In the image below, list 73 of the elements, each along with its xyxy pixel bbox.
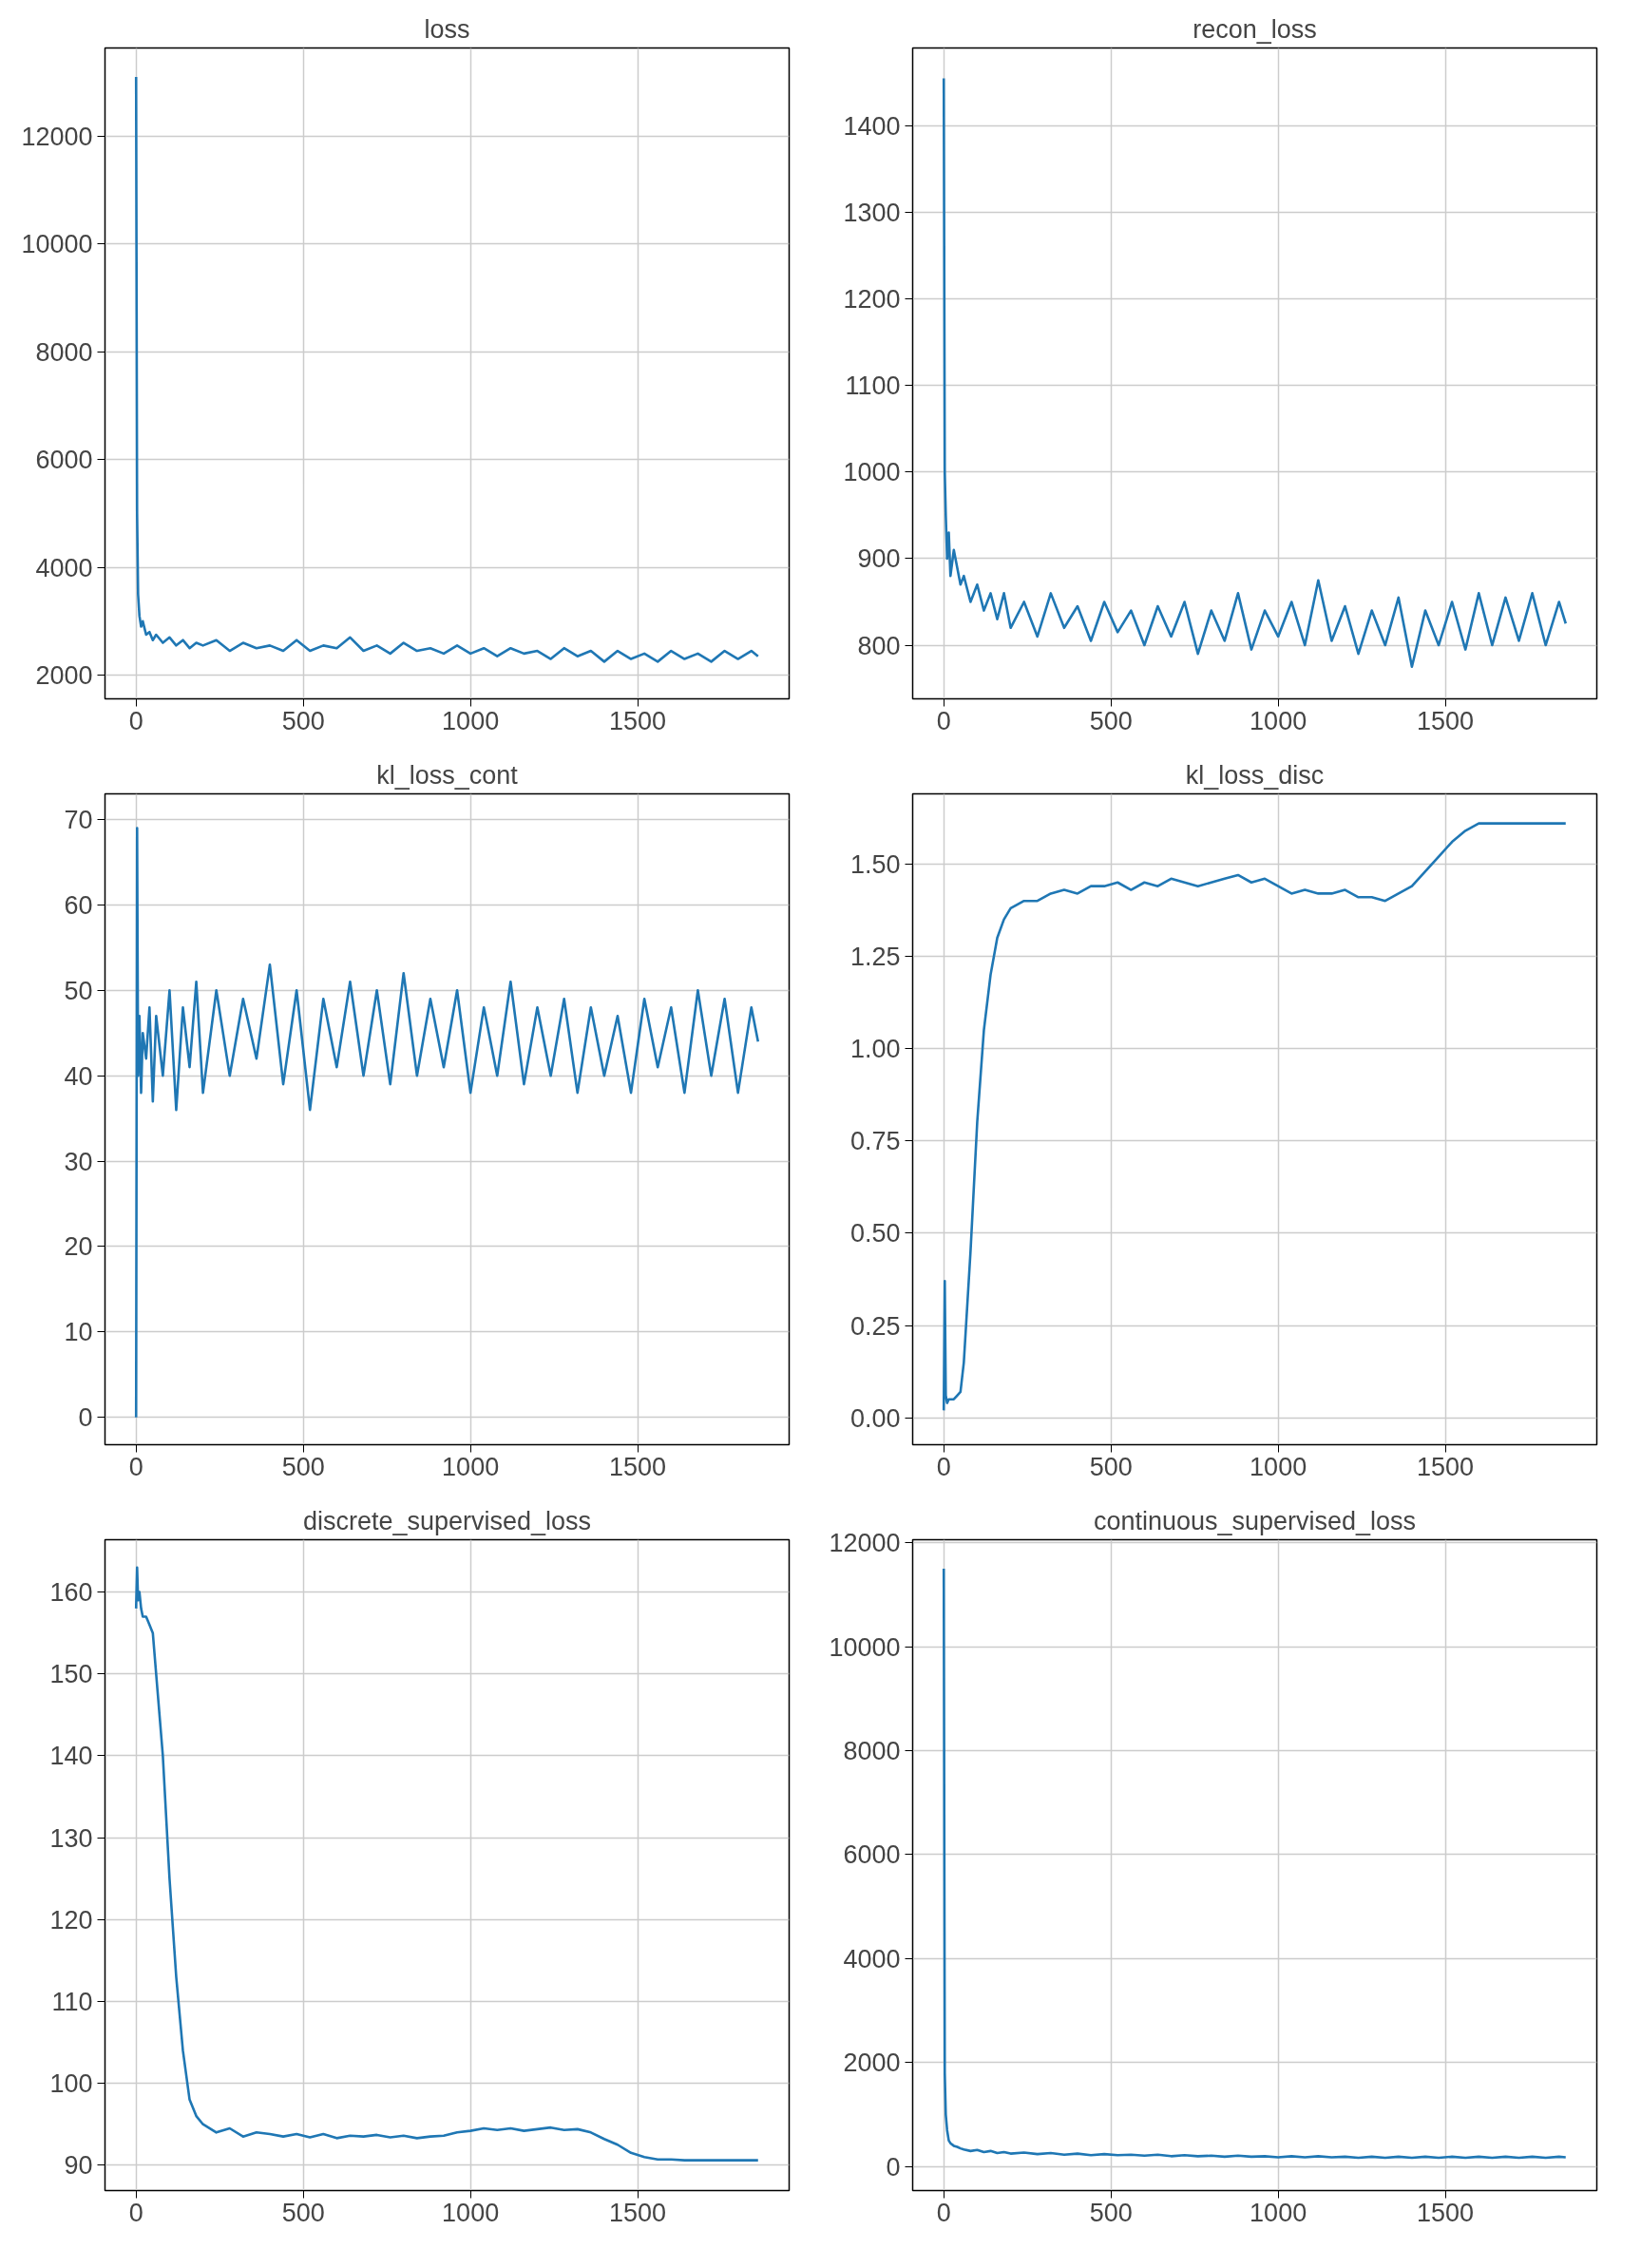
chart-title: loss xyxy=(424,14,470,44)
y-tick-label: 1.25 xyxy=(849,942,901,971)
chart-title: continuous_supervised_loss xyxy=(1093,1506,1417,1535)
y-tick-label: 150 xyxy=(49,1660,93,1689)
x-tick-label: 1500 xyxy=(609,706,667,735)
y-tick-label: 1.50 xyxy=(849,849,901,879)
x-tick-label: 500 xyxy=(1089,2198,1133,2227)
y-tick-label: 6000 xyxy=(843,1840,901,1870)
y-tick-label: 10000 xyxy=(829,1632,901,1662)
y-tick-label: 140 xyxy=(49,1742,93,1771)
x-tick-label: 500 xyxy=(281,706,325,735)
chart-title: discrete_supervised_loss xyxy=(302,1506,592,1535)
x-tick-label: 1500 xyxy=(1417,706,1475,735)
x-tick-label: 1000 xyxy=(442,1452,500,1481)
y-tick-label: 60 xyxy=(64,890,93,920)
x-tick-label: 0 xyxy=(936,2198,951,2227)
y-tick-label: 900 xyxy=(857,544,901,574)
y-tick-label: 1000 xyxy=(843,458,901,487)
y-tick-label: 30 xyxy=(64,1147,93,1176)
x-tick-label: 0 xyxy=(936,1452,951,1481)
y-tick-label: 4000 xyxy=(843,1944,901,1973)
y-tick-label: 100 xyxy=(49,2069,93,2099)
y-tick-label: 1.00 xyxy=(849,1035,901,1064)
y-tick-label: 0 xyxy=(886,2152,901,2182)
x-tick-label: 500 xyxy=(1089,706,1133,735)
y-tick-label: 0 xyxy=(78,1403,93,1433)
y-tick-label: 130 xyxy=(49,1823,93,1853)
y-tick-label: 12000 xyxy=(829,1529,901,1558)
x-tick-label: 0 xyxy=(128,706,143,735)
y-tick-label: 120 xyxy=(49,1905,93,1934)
chart-title: kl_loss_disc xyxy=(1185,760,1325,790)
x-tick-label: 0 xyxy=(128,2198,143,2227)
x-tick-label: 500 xyxy=(281,2198,325,2227)
y-tick-label: 1100 xyxy=(845,372,901,401)
y-tick-label: 10 xyxy=(64,1318,93,1347)
x-tick-label: 0 xyxy=(128,1452,143,1481)
x-tick-label: 0 xyxy=(936,706,951,735)
x-tick-label: 500 xyxy=(1089,1452,1133,1481)
y-tick-label: 20 xyxy=(64,1232,93,1262)
y-tick-label: 1400 xyxy=(843,111,901,141)
y-tick-label: 0.00 xyxy=(849,1403,901,1433)
chart-title: kl_loss_cont xyxy=(376,760,519,790)
y-tick-label: 70 xyxy=(64,805,93,834)
y-tick-label: 40 xyxy=(64,1061,93,1091)
y-tick-label: 10000 xyxy=(21,230,93,259)
x-tick-label: 1500 xyxy=(609,2198,667,2227)
y-tick-label: 12000 xyxy=(21,123,93,151)
y-tick-label: 8000 xyxy=(843,1737,901,1766)
y-tick-label: 2000 xyxy=(843,2049,901,2078)
y-tick-label: 50 xyxy=(64,976,93,1005)
x-tick-label: 1500 xyxy=(1417,1452,1475,1481)
y-tick-label: 160 xyxy=(49,1578,93,1608)
y-tick-label: 8000 xyxy=(35,337,93,367)
chart-title: recon_loss xyxy=(1193,14,1317,44)
y-tick-label: 6000 xyxy=(35,446,93,475)
y-tick-label: 1300 xyxy=(843,199,901,228)
x-tick-label: 1000 xyxy=(1250,706,1307,735)
y-tick-label: 1200 xyxy=(843,285,901,314)
y-tick-label: 0.50 xyxy=(849,1219,901,1248)
x-tick-label: 1000 xyxy=(1250,1452,1307,1481)
y-tick-label: 0.75 xyxy=(849,1127,901,1156)
y-tick-label: 110 xyxy=(51,1987,93,2016)
x-tick-label: 1000 xyxy=(442,2198,500,2227)
y-tick-label: 90 xyxy=(64,2151,93,2181)
y-tick-label: 800 xyxy=(857,631,901,660)
x-tick-label: 500 xyxy=(281,1452,325,1481)
y-tick-label: 2000 xyxy=(35,661,93,691)
x-tick-label: 1500 xyxy=(609,1452,667,1481)
y-tick-label: 0.25 xyxy=(849,1311,901,1341)
y-tick-label: 4000 xyxy=(35,553,93,582)
x-tick-label: 1000 xyxy=(1250,2198,1307,2227)
x-tick-label: 1500 xyxy=(1417,2198,1475,2227)
x-tick-label: 1000 xyxy=(442,706,500,735)
